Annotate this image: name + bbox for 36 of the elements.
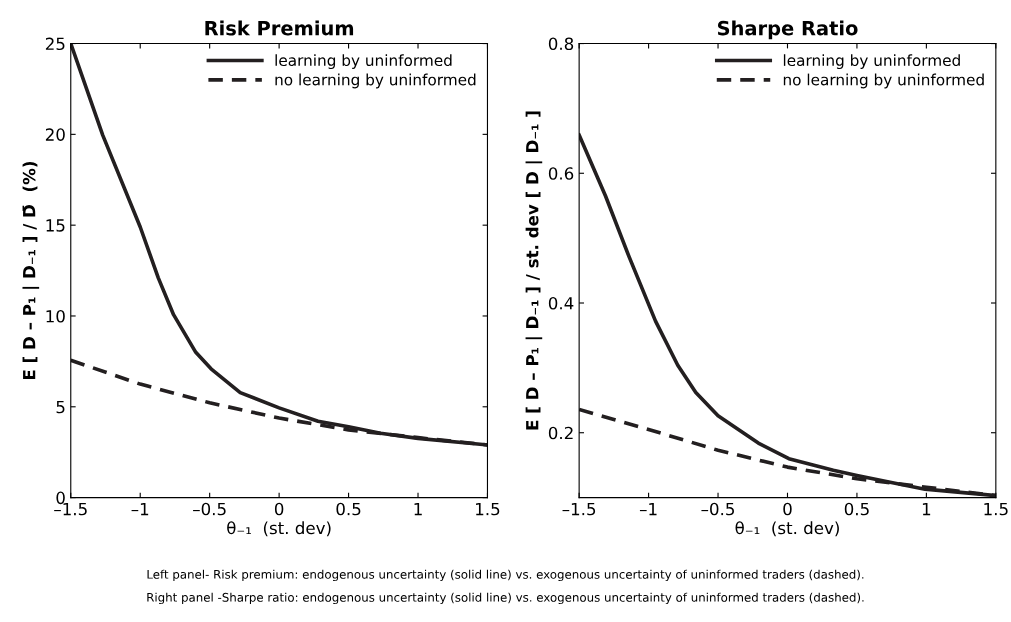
chart-title: Sharpe Ratio (717, 20, 858, 40)
x-tick-label: 1.5 (984, 502, 1008, 516)
x-axis-title: θ₋₁ (st. dev) (227, 521, 331, 537)
legend-label: no learning by uninformed (783, 73, 984, 89)
x-tick-label: –1 (131, 502, 149, 516)
y-axis-title: E [ D – P₁ | D₋₁ ] / D̄ (%) (22, 162, 40, 380)
x-tick-label: 1 (922, 502, 931, 516)
text: Right panel -Sharpe ratio: endogenous uncertainty (solid line) vs. exogenous uncertainty of uninformed traders (dashed). (147, 592, 864, 605)
x-tick-label: –1.5 (54, 502, 87, 516)
x-tick-label: –1 (639, 502, 657, 516)
text: Left panel- Risk premium: endogenous uncertainty (solid line) vs. exogenous uncertainty of uninformed traders (dashed). (147, 569, 864, 582)
y-tick-label: 0.4 (548, 296, 574, 310)
x-axis-title: θ₋₁ (st. dev) (735, 521, 839, 537)
y-tick-label: 0.8 (548, 37, 574, 51)
legend-label: learning by uninformed (783, 54, 960, 70)
x-tick-label: –0.5 (193, 502, 226, 516)
y-tick-label: 0.2 (548, 426, 573, 440)
y-tick-label: 5 (56, 400, 65, 414)
x-tick-label: 0 (274, 502, 284, 516)
y-tick-label: 15 (46, 219, 65, 232)
y-tick-label: 0 (56, 491, 65, 505)
legend-label: learning by uninformed (275, 54, 452, 70)
y-tick-label: 25 (45, 37, 65, 51)
y-tick-label: 20 (45, 128, 65, 141)
y-tick-label: 0.6 (548, 167, 574, 180)
x-tick-label: 1 (414, 502, 422, 516)
x-tick-label: 0.5 (844, 502, 869, 516)
chart-title: Risk Premium (205, 20, 354, 36)
x-tick-label: –1.5 (562, 502, 596, 516)
legend-label: no learning by uninformed (275, 73, 476, 89)
x-tick-label: –0.5 (701, 502, 734, 516)
x-tick-label: 1.5 (476, 502, 500, 516)
y-axis-title: E [ D – P₁ | D₋₁ ] / st. dev [ D | D₋₁ ] (525, 111, 543, 430)
y-tick-label: 10 (46, 309, 65, 323)
x-tick-label: 0.5 (336, 502, 361, 516)
x-tick-label: 0 (783, 502, 792, 516)
